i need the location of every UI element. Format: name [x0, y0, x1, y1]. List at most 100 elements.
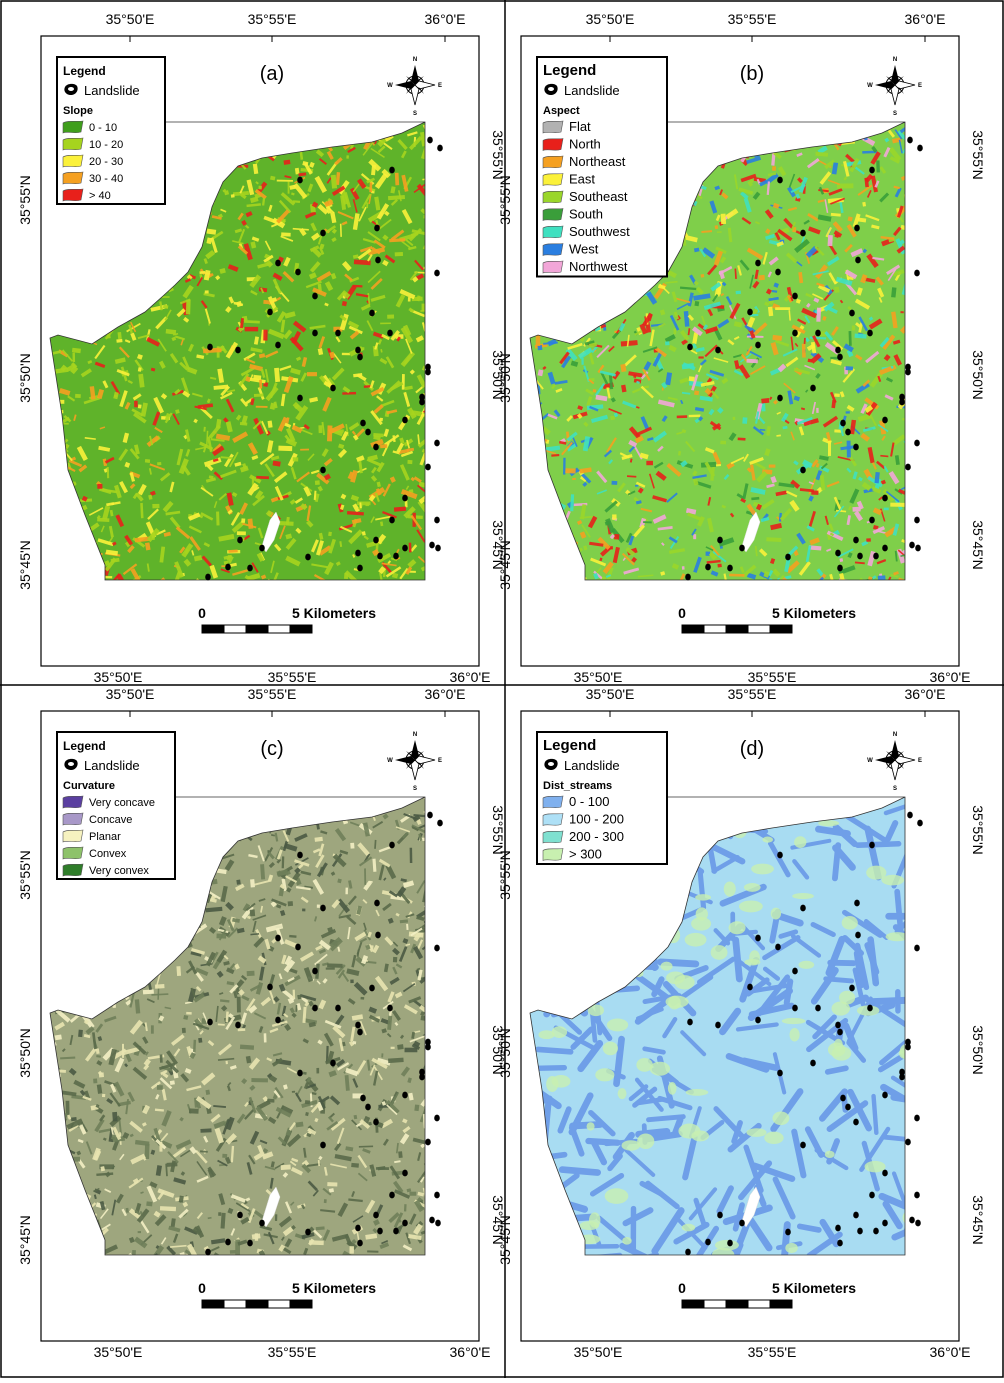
raster-cell — [138, 404, 142, 408]
raster-cell — [766, 537, 781, 542]
landslide-point — [687, 344, 693, 351]
raster-cell — [345, 888, 348, 895]
landslide-point — [755, 260, 761, 267]
stream-buffer — [800, 1226, 819, 1230]
legend-swatch — [63, 121, 83, 133]
landslide-point — [425, 464, 431, 471]
landslide-point — [402, 417, 408, 424]
landslide-point — [854, 900, 860, 907]
far-zone — [771, 908, 781, 920]
x-tick-label-top: 36°0'E — [905, 686, 946, 702]
far-zone — [739, 900, 763, 912]
landslide-point — [360, 1095, 366, 1102]
far-zone — [881, 875, 904, 886]
scale-zero-label: 0 — [678, 605, 686, 621]
far-zone — [790, 1028, 800, 1041]
legend-class-label: > 300 — [569, 847, 602, 862]
raster-cell — [862, 202, 866, 207]
landslide-point — [739, 545, 745, 552]
landslide-point — [914, 945, 920, 952]
raster-cell — [381, 1053, 383, 1057]
far-zone — [668, 1082, 677, 1095]
compass-w: W — [387, 758, 393, 764]
raster-cell — [236, 880, 240, 885]
landslide-point — [335, 1005, 341, 1012]
legend-class-label: Northeast — [569, 154, 626, 169]
landslide-point — [393, 553, 399, 560]
landslide-point — [389, 842, 395, 849]
raster-cell — [407, 460, 412, 464]
raster-cell — [317, 905, 320, 908]
raster-cell — [612, 514, 617, 519]
compass-n: N — [413, 57, 417, 63]
raster-cell — [326, 968, 335, 970]
stream-buffer — [538, 1049, 571, 1051]
raster-cell — [405, 1048, 418, 1053]
landslide-point — [320, 230, 326, 237]
panel-label: (b) — [740, 63, 764, 85]
legend-landslide-label: Landslide — [564, 83, 620, 98]
raster-cell — [387, 315, 394, 319]
raster-cell — [238, 1028, 246, 1031]
raster-cell — [816, 408, 818, 413]
far-zone — [751, 864, 774, 875]
legend-class-label: 200 - 300 — [569, 829, 624, 844]
raster-cell — [250, 909, 255, 916]
far-zone — [686, 1089, 709, 1096]
raster-cell — [186, 1012, 192, 1015]
raster-cell — [376, 1167, 389, 1170]
landslide-point — [434, 945, 440, 952]
raster-cell — [288, 182, 290, 194]
landslide-point — [785, 554, 791, 561]
landslide-point — [845, 429, 851, 436]
x-tick-label-top: 35°50'E — [106, 11, 155, 27]
raster-cell — [160, 1206, 176, 1211]
raster-cell — [245, 327, 258, 331]
raster-cell — [694, 301, 699, 306]
compass-s: S — [413, 111, 417, 117]
landslide-point — [914, 440, 920, 447]
raster-cell — [167, 1162, 178, 1167]
legend-swatch — [543, 191, 563, 203]
landslide-point — [837, 565, 843, 572]
landslide-point — [867, 330, 873, 337]
y-tick-label-right: 35°55'N — [970, 130, 986, 180]
landslide-point — [800, 1142, 806, 1149]
raster-cell — [259, 186, 262, 190]
raster-cell — [694, 391, 699, 396]
landslide-point — [717, 1212, 723, 1219]
far-zone — [682, 1224, 695, 1232]
compass-w: W — [867, 758, 873, 764]
landslide-point — [320, 905, 326, 912]
landslide-point — [357, 1240, 363, 1247]
landslide-point — [402, 495, 408, 502]
raster-cell — [107, 467, 109, 478]
raster-cell — [264, 1033, 267, 1042]
raster-cell — [643, 521, 652, 523]
raster-cell — [772, 166, 776, 171]
x-tick-label-top: 35°50'E — [586, 11, 635, 27]
scale-segment — [704, 625, 726, 633]
far-zone — [685, 933, 707, 947]
landslide-point — [330, 1060, 336, 1067]
landslide-point — [800, 467, 806, 474]
landslide-point — [853, 1119, 859, 1126]
far-zone — [607, 1018, 628, 1031]
landslide-point — [389, 1192, 395, 1199]
landslide-point — [373, 1119, 379, 1126]
x-tick-label-bottom: 35°55'E — [748, 1344, 797, 1360]
legend-class-label: 0 - 10 — [89, 122, 117, 134]
landslide-point — [247, 1240, 253, 1247]
far-zone — [636, 1058, 652, 1072]
compass-s: S — [893, 111, 897, 117]
landslide-point — [849, 985, 855, 992]
legend-class-label: 0 - 100 — [569, 794, 609, 809]
raster-cell — [318, 425, 322, 433]
x-tick-label-top: 35°55'E — [248, 11, 297, 27]
raster-cell — [665, 341, 669, 345]
landslide-point — [905, 464, 911, 471]
raster-cell — [254, 393, 264, 397]
scale-zero-label: 0 — [678, 1280, 686, 1296]
raster-cell — [900, 311, 903, 313]
